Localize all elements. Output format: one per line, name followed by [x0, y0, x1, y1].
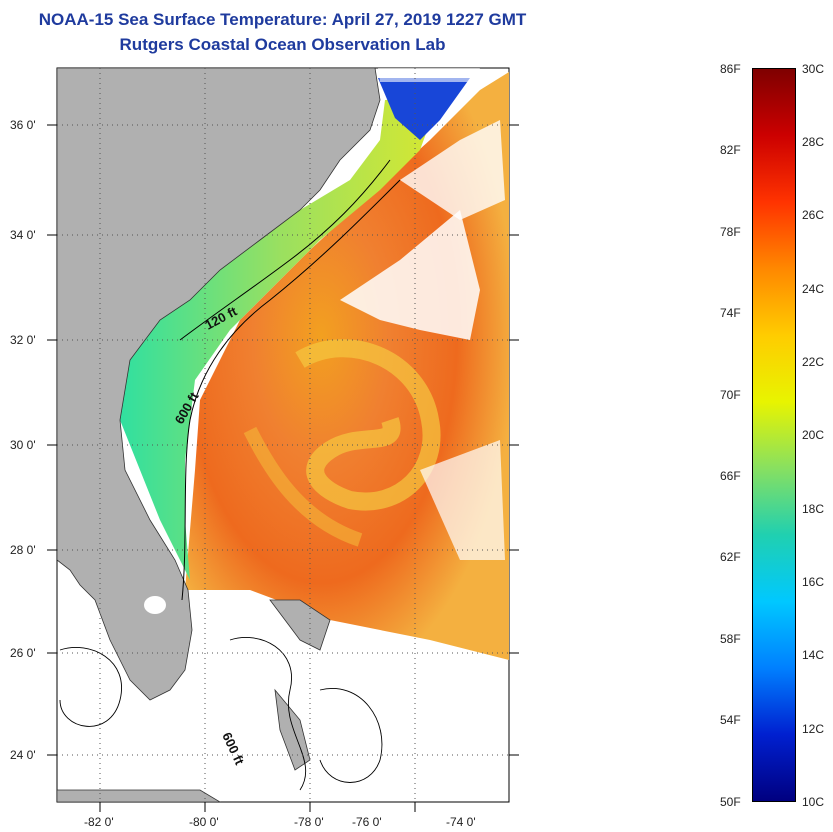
colorbar-c-label: 12C — [802, 722, 825, 736]
island — [269, 599, 331, 651]
lon-label: -78 0' — [294, 815, 324, 829]
colorbar-f-label: 66F — [720, 469, 741, 483]
colorbar-c-label: 24C — [802, 282, 825, 296]
contour-600ft — [181, 179, 401, 601]
lat-label: 26 0' — [10, 646, 36, 660]
lat-label: 34 0' — [10, 228, 36, 242]
depth-contour — [229, 637, 306, 791]
graticule — [57, 68, 509, 802]
colorbar-c-label: 14C — [802, 648, 825, 662]
colorbar-f-label: 62F — [720, 550, 741, 564]
colorbar-f-label: 70F — [720, 388, 741, 402]
us-mainland — [57, 68, 381, 701]
depth-contour — [319, 688, 383, 783]
eddy-swirl — [295, 339, 441, 511]
colorbar-f-label: 58F — [720, 632, 741, 646]
lake — [144, 596, 166, 614]
lon-label: -76 0' — [352, 815, 382, 829]
map-title: NOAA-15 Sea Surface Temperature: April 2… — [38, 10, 527, 29]
axis-ticks — [47, 124, 519, 812]
lon-label: -80 0' — [189, 815, 219, 829]
lat-label: 30 0' — [10, 438, 36, 452]
colorbar-f-label: 82F — [720, 143, 741, 157]
colorbar-c-label: 22C — [802, 355, 825, 369]
lat-label: 32 0' — [10, 333, 36, 347]
colorbar-c-label: 16C — [802, 575, 825, 589]
cold-water — [378, 78, 470, 140]
cloud-patch — [378, 68, 480, 82]
cloud-patch — [340, 210, 480, 340]
lat-label: 36 0' — [10, 118, 36, 132]
gulf-stream-water — [185, 72, 509, 660]
cloud-patch — [400, 120, 505, 220]
lat-label: 24 0' — [10, 748, 36, 762]
eddy-filament — [243, 426, 363, 547]
colorbar-c-label: 26C — [802, 208, 825, 222]
colorbar-c-label: 20C — [802, 428, 825, 442]
cloud-patch — [420, 440, 505, 560]
colorbar-f-label: 74F — [720, 306, 741, 320]
contour-120ft — [179, 159, 391, 341]
island — [57, 789, 221, 802]
colorbar-f-label: 50F — [720, 795, 741, 809]
colorbar-f-label: 86F — [720, 62, 741, 76]
colorbar-c-label: 18C — [802, 502, 825, 516]
colorbar-f-label: 54F — [720, 713, 741, 727]
colorbar-c-label: 10C — [802, 795, 825, 809]
map-subtitle: Rutgers Coastal Ocean Observation Lab — [119, 35, 446, 54]
temperature-colorbar — [752, 68, 796, 802]
colorbar-c-label: 28C — [802, 135, 825, 149]
lat-label: 28 0' — [10, 543, 36, 557]
colorbar-c-label: 30C — [802, 62, 825, 76]
colorbar-f-label: 78F — [720, 225, 741, 239]
depth-contour — [59, 647, 122, 727]
lon-label: -82 0' — [84, 815, 114, 829]
lon-label: -74 0' — [446, 815, 476, 829]
